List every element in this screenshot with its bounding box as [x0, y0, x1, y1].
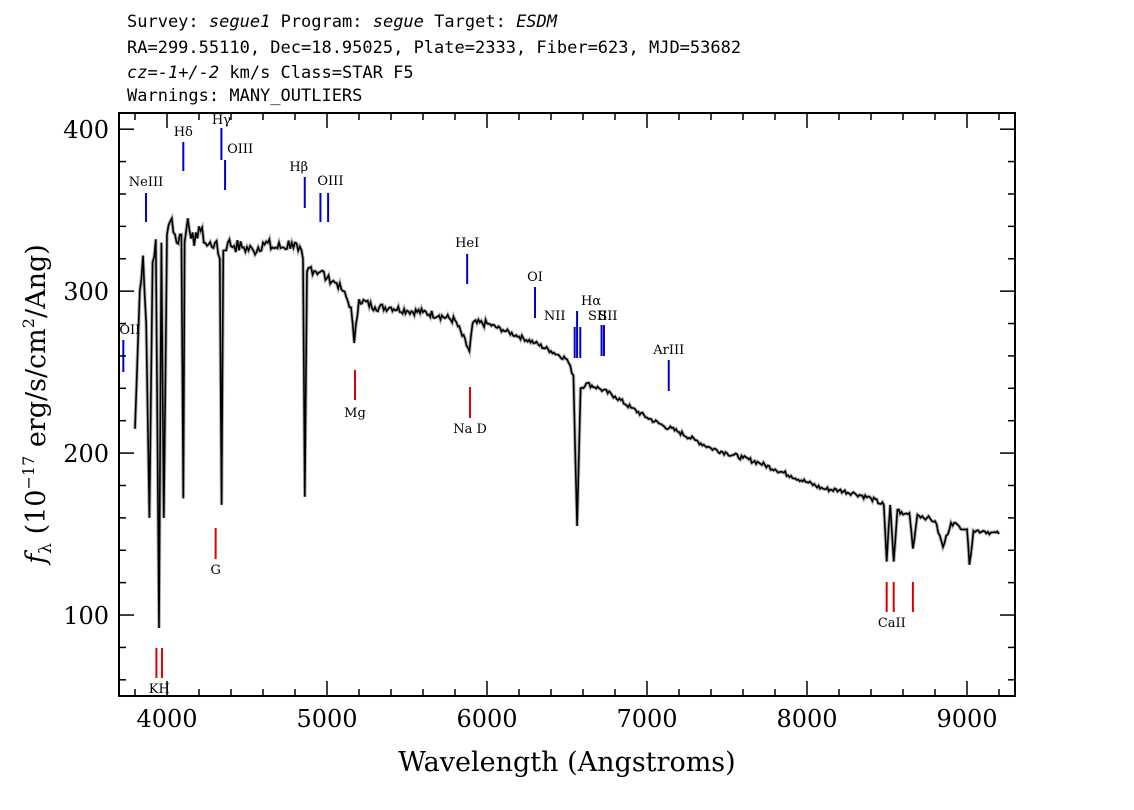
- target-label: Target:: [434, 12, 506, 32]
- program-value: segue: [372, 12, 424, 32]
- error-band: [133, 212, 1001, 629]
- emission-label: Hα: [581, 294, 601, 309]
- plot-frame: [118, 112, 1016, 697]
- emission-label: OII: [119, 323, 140, 338]
- header-line-2: RA=299.55110, Dec=18.95025, Plate=2333, …: [127, 38, 742, 58]
- emission-label: NeIII: [129, 175, 163, 190]
- emission-label: Hβ: [289, 160, 308, 175]
- survey-value: segue1: [208, 12, 271, 32]
- y-tick-label: 200: [63, 440, 109, 468]
- header-line-3: cz=-1+/-2 km/s Class=STAR F5: [127, 63, 414, 83]
- x-tick-label: 4000: [136, 705, 197, 733]
- emission-label: SII: [588, 309, 607, 324]
- emission-label: OI: [527, 270, 543, 285]
- emission-label: HeI: [455, 236, 479, 251]
- y-axis-label: fλ (10−17 erg/s/cm2/Ang): [19, 244, 56, 566]
- emission-label: ArIII: [652, 343, 684, 358]
- emission-label: Hδ: [174, 125, 193, 140]
- x-tick-label: 7000: [616, 705, 677, 733]
- absorption-label-mg: Mg: [344, 406, 366, 421]
- survey-label: Survey:: [127, 12, 199, 32]
- emission-label: OIII: [317, 174, 343, 189]
- x-axis-label: Wavelength (Angstroms): [398, 747, 735, 778]
- spectrum-line: [134, 215, 1000, 629]
- cz-units-class: km/s Class=STAR F5: [219, 63, 414, 83]
- x-tick-label: 5000: [296, 705, 357, 733]
- program-label: Program:: [280, 12, 363, 32]
- header-line-1: Survey: segue1 Program: segue Target: ES…: [127, 12, 557, 32]
- y-tick-label: 300: [63, 278, 109, 306]
- cz-label: cz=: [127, 63, 158, 83]
- absorption-label-nad: Na D: [453, 422, 487, 437]
- target-value: ESDM: [516, 12, 558, 32]
- y-tick-label: 400: [63, 116, 109, 144]
- absorption-label-kh: KH: [149, 682, 170, 697]
- x-tick-label: 8000: [776, 705, 837, 733]
- x-tick-label: 6000: [456, 705, 517, 733]
- cz-value: -1+/-2: [157, 63, 220, 83]
- header-warnings: Warnings: MANY_OUTLIERS: [127, 86, 363, 106]
- y-tick-label: 100: [63, 602, 109, 630]
- absorption-label-g: G: [210, 563, 220, 578]
- emission-label: OIII: [227, 142, 253, 157]
- absorption-label-caii: CaII: [878, 616, 906, 631]
- emission-label: NII: [544, 309, 566, 324]
- emission-label: Hγ: [212, 113, 231, 128]
- x-tick-label: 9000: [936, 705, 997, 733]
- emission-label: SII: [598, 309, 617, 324]
